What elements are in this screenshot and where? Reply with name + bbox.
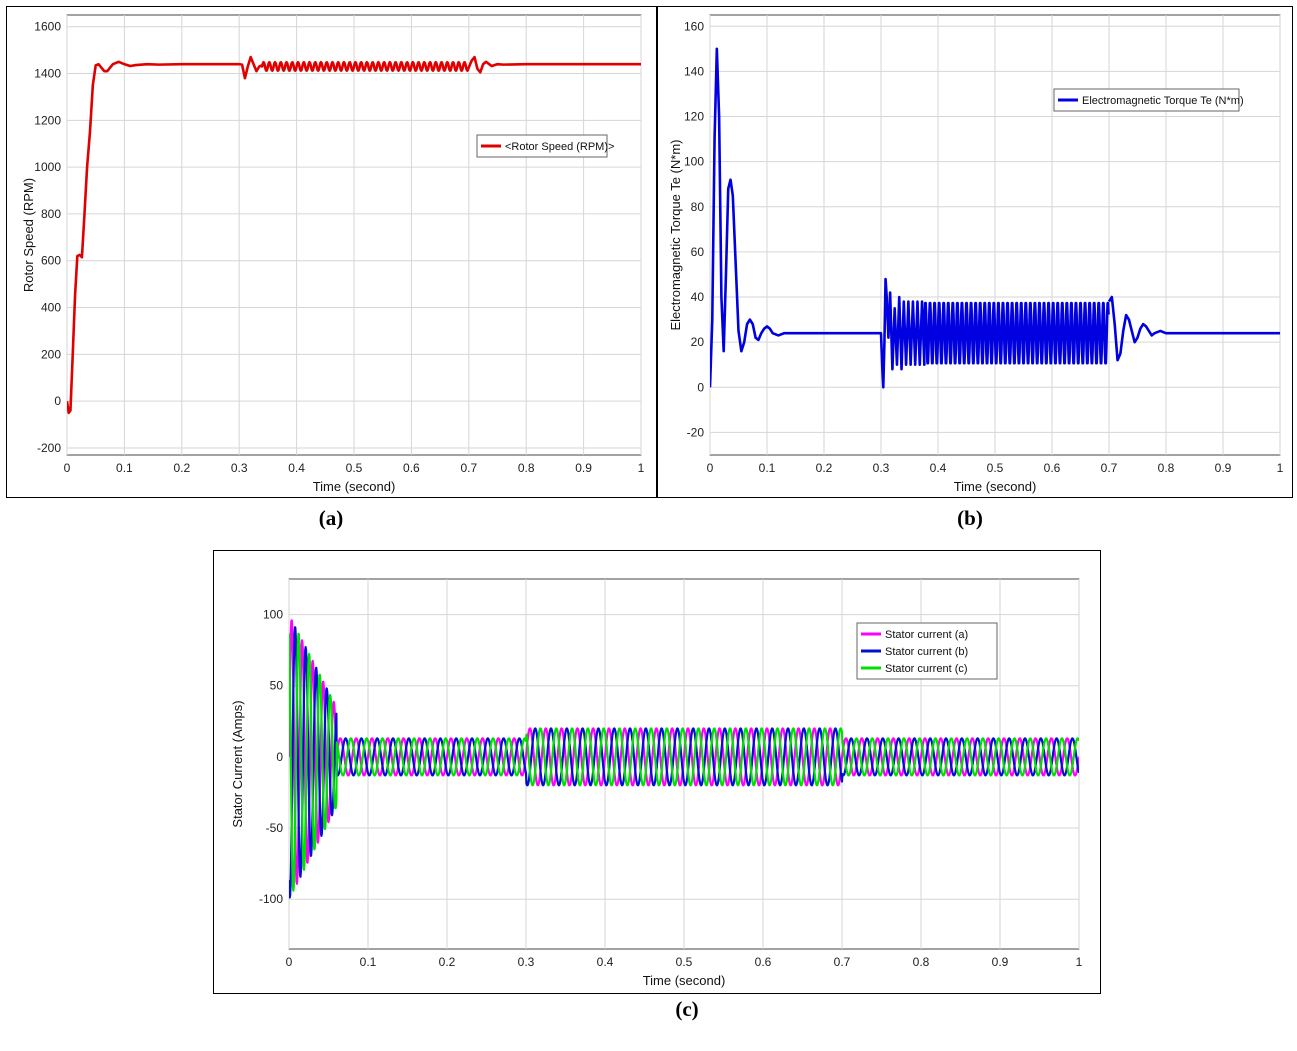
- x-tick-label: 0.2: [439, 955, 456, 969]
- y-tick-label: 50: [270, 679, 284, 693]
- legend: Electromagnetic Torque Te (N*m): [1053, 88, 1244, 112]
- x-tick-label: 0.4: [288, 461, 305, 475]
- x-tick-label: 0.9: [1215, 461, 1232, 475]
- y-axis-label: Electromagnetic Torque Te (N*m): [668, 140, 683, 331]
- y-tick-label: 100: [263, 608, 283, 622]
- y-tick-label: 80: [691, 200, 705, 214]
- y-tick-label: -20: [687, 425, 705, 439]
- rotor-speed-chart: 0 0.1 0.2 0.3 0.4 0.5 0.6 0.7 0.8 0.9 1-2000200400…: [21, 14, 645, 494]
- legend-label: Stator current (b): [885, 646, 968, 658]
- x-tick-label: 0.5: [346, 461, 363, 475]
- y-tick-label: 0: [697, 380, 704, 394]
- series-line-stator-current-a: [289, 619, 1079, 885]
- y-tick-label: 20: [691, 335, 705, 349]
- y-tick-label: 40: [691, 290, 705, 304]
- torque-chart: 0 0.1 0.2 0.3 0.4 0.5 0.6 0.7 0.8 0.9 1 -20 0 20 40 60 8…: [668, 14, 1284, 494]
- x-tick-label: 0: [707, 461, 714, 475]
- x-tick-label: 0: [64, 461, 71, 475]
- x-tick-label: 1: [1076, 955, 1083, 969]
- y-tick-label: 1200: [34, 113, 61, 127]
- y-tick-label: 400: [41, 301, 61, 315]
- y-tick-label: -200: [37, 441, 61, 455]
- y-tick-label: 800: [41, 207, 61, 221]
- y-tick-label: 140: [684, 64, 704, 78]
- x-tick-label: 0.1: [759, 461, 776, 475]
- caption-c: (c): [675, 997, 699, 1021]
- x-tick-label: 0.4: [597, 955, 614, 969]
- series-line-rotor-speed-rpm: [67, 55, 641, 415]
- x-tick-label: 0.3: [231, 461, 248, 475]
- x-tick-label: 0.7: [834, 955, 851, 969]
- x-tick-label: 0.8: [518, 461, 535, 475]
- legend-label: Electromagnetic Torque Te (N*m): [1082, 95, 1244, 107]
- legend-box: [476, 134, 608, 158]
- legend-label: <Rotor Speed (RPM)>: [505, 141, 614, 153]
- x-axis-label: Time (second): [954, 479, 1037, 494]
- legend: Stator current (a) Stator current (b) Stat…: [856, 622, 998, 680]
- x-tick-label: 0.5: [987, 461, 1004, 475]
- x-tick-label: 0.9: [992, 955, 1009, 969]
- legend-box: [1053, 88, 1240, 112]
- legend-label: Stator current (c): [885, 663, 968, 675]
- caption-a: (a): [318, 506, 344, 530]
- y-axis-label: Rotor Speed (RPM): [21, 178, 36, 292]
- x-tick-label: 1: [1277, 461, 1284, 475]
- caption-b: (b): [957, 506, 983, 530]
- x-tick-label: 0.6: [403, 461, 420, 475]
- y-tick-label: 1600: [34, 20, 61, 34]
- x-tick-label: 0.2: [173, 461, 190, 475]
- x-tick-label: 0.1: [360, 955, 377, 969]
- series-line-b-1: [1107, 295, 1280, 362]
- x-tick-label: 0.3: [873, 461, 890, 475]
- x-tick-label: 0: [286, 955, 293, 969]
- x-axis-label: Time (second): [643, 973, 726, 988]
- x-tick-label: 0.1: [116, 461, 133, 475]
- x-tick-label: 0.7: [460, 461, 477, 475]
- chart-panel-c: 0 0.1 0.2 0.3 0.4 0.5 0.6 0.7 0.8 0.9 1 -100 -50 0 50 1…: [213, 550, 1101, 994]
- x-tick-label: 0.4: [930, 461, 947, 475]
- legend-label: Stator current (a): [885, 629, 968, 641]
- stator-current-chart: 0 0.1 0.2 0.3 0.4 0.5 0.6 0.7 0.8 0.9 1 -100 -50 0 50 1…: [230, 578, 1083, 988]
- x-tick-label: 0.7: [1101, 461, 1118, 475]
- x-tick-label: 0.5: [676, 955, 693, 969]
- x-axis-label: Time (second): [313, 479, 396, 494]
- series-line-stator-current-c: [289, 632, 1079, 892]
- y-tick-label: -100: [259, 892, 283, 906]
- y-tick-label: 160: [684, 19, 704, 33]
- y-axis-label: Stator Current (Amps): [230, 700, 245, 827]
- x-tick-label: 0.8: [913, 955, 930, 969]
- x-tick-label: 0.9: [575, 461, 592, 475]
- series-line-stator-current-b: [289, 626, 1079, 899]
- chart-panel-a: 0 0.1 0.2 0.3 0.4 0.5 0.6 0.7 0.8 0.9 1 -200 0 200 400…: [6, 6, 657, 498]
- legend: <Rotor Speed (RPM)>: [476, 134, 614, 158]
- y-tick-label: 0: [54, 394, 61, 408]
- x-tick-label: 0.6: [1044, 461, 1061, 475]
- x-tick-label: 1: [638, 461, 645, 475]
- x-tick-label: 0.8: [1158, 461, 1175, 475]
- y-tick-label: 120: [684, 110, 704, 124]
- x-tick-label: 0.2: [816, 461, 833, 475]
- y-tick-label: 600: [41, 254, 61, 268]
- x-tick-label: 0.3: [518, 955, 535, 969]
- y-tick-label: 1400: [34, 67, 61, 81]
- y-tick-label: 1000: [34, 160, 61, 174]
- chart-panel-b: 0 0.1 0.2 0.3 0.4 0.5 0.6 0.7 0.8 0.9 1 -20 0 20 40 60 8…: [657, 6, 1293, 498]
- series-line-electromagnetic-torque-te-n-m: [710, 47, 1110, 389]
- x-tick-label: 0.6: [755, 955, 772, 969]
- y-tick-label: 60: [691, 245, 705, 259]
- y-tick-label: -50: [266, 821, 284, 835]
- y-tick-label: 100: [684, 155, 704, 169]
- y-tick-label: 0: [276, 750, 283, 764]
- y-tick-label: 200: [41, 347, 61, 361]
